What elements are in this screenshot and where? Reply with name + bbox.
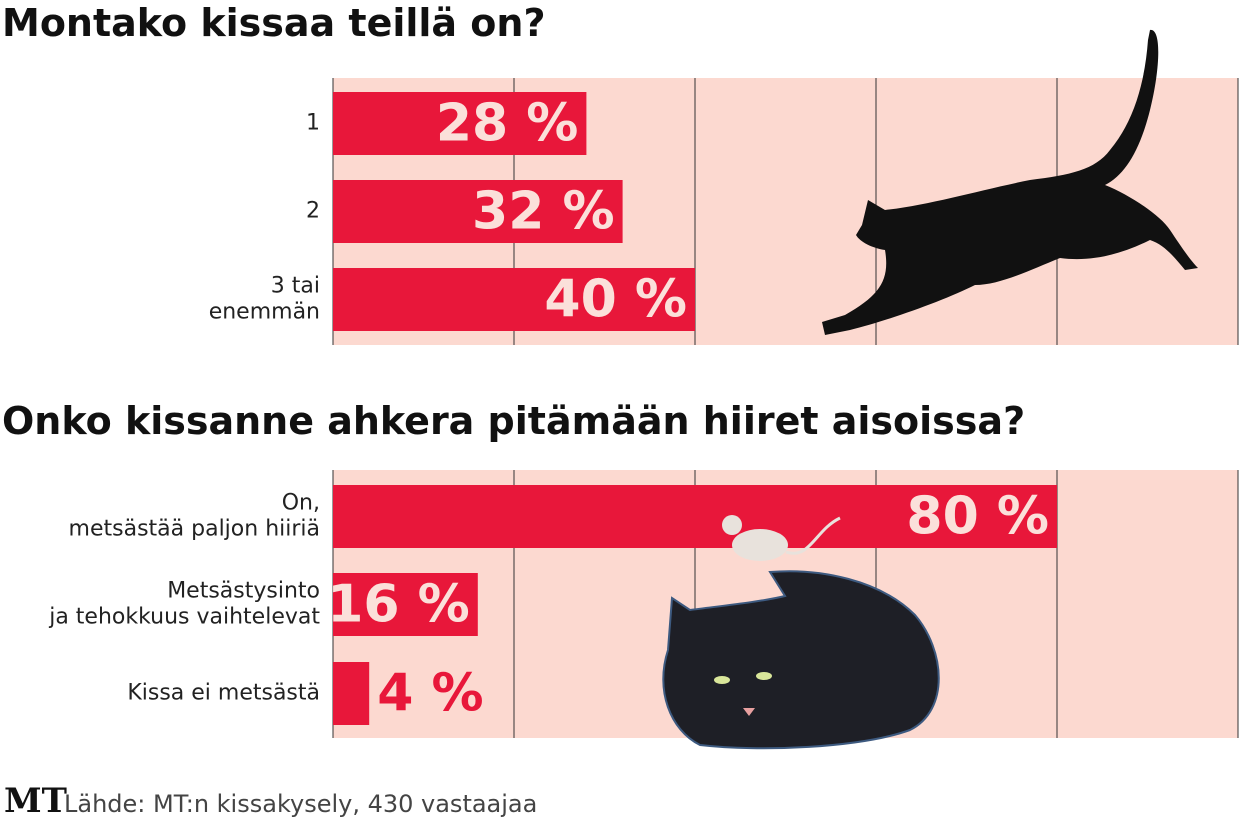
illustration-sleeping-cat <box>662 515 940 750</box>
category-label: 3 tai enemmän <box>209 274 320 325</box>
category-label: Kissa ei metsästä <box>127 681 320 706</box>
bar <box>333 485 1057 548</box>
sleeping-cat <box>662 570 940 750</box>
chart-title: Onko kissanne ahkera pitämään hiiret ais… <box>2 399 1025 443</box>
mouse <box>732 529 788 561</box>
bar <box>333 180 623 243</box>
source: Lähde: MT:n kissakysely, 430 vastaajaa <box>64 790 537 818</box>
value-label: 80 % <box>906 487 1049 547</box>
cat-eye <box>714 676 730 684</box>
value-label: 40 % <box>544 270 687 330</box>
cat-nose <box>743 708 755 716</box>
category-label: Metsästysinto ja tehokkuus vaihtelevat <box>48 579 320 630</box>
logo: MT <box>4 781 67 821</box>
category-label: 2 <box>306 199 320 224</box>
mouse-head <box>722 515 742 535</box>
bar <box>333 92 587 155</box>
category-label: 1 <box>306 111 320 136</box>
illustration-running-cat <box>822 29 1198 335</box>
category-label: On, metsästää paljon hiiriä <box>69 491 320 542</box>
charts: Montako kissaa teillä on? 1 28 % 2 32 % 3 tai… <box>2 1 1057 725</box>
bar <box>333 268 695 331</box>
value-label: 32 % <box>472 182 615 242</box>
bar <box>333 573 478 636</box>
value-label: 28 % <box>436 94 579 154</box>
running-cat <box>822 29 1198 335</box>
value-label: 4 % <box>377 664 483 724</box>
value-label: 16 % <box>327 575 470 635</box>
chart-title: Montako kissaa teillä on? <box>2 1 546 45</box>
bar <box>333 662 370 725</box>
mouse-tail <box>785 516 841 555</box>
cat-eye <box>756 672 772 680</box>
